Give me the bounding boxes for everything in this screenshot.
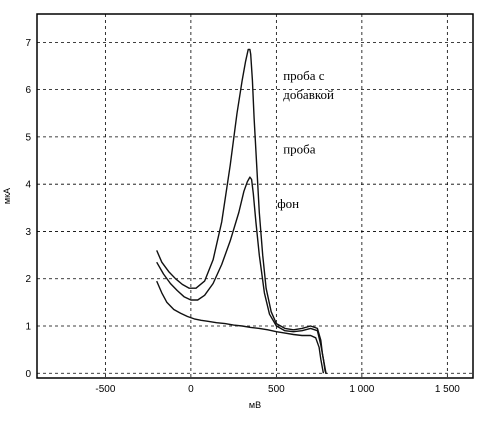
x-tick-label: 0 (188, 384, 194, 395)
y-tick-label: 3 (25, 227, 31, 238)
y-tick-label: 0 (25, 369, 31, 380)
series-line-2 (156, 176, 327, 374)
annotation-4: фон (277, 196, 299, 211)
y-tick-label: 2 (25, 274, 31, 285)
x-tick-label: -500 (95, 384, 115, 395)
y-tick-label: 4 (25, 180, 31, 191)
grid (37, 14, 473, 378)
series-line-1 (156, 48, 327, 374)
annotation-3: проба (283, 141, 316, 156)
x-axis: -500 0 500 1 000 1 500 (95, 384, 460, 395)
series-line-3 (156, 280, 325, 374)
y-tick-label: 5 (25, 132, 31, 143)
y-axis-label: мкА (2, 188, 12, 204)
annotation-1: проба с (283, 68, 325, 83)
annotations: проба с добавкой проба фон (277, 68, 334, 211)
plot-area (36, 13, 474, 379)
x-tick-label: 1 500 (435, 384, 460, 395)
y-tick-label: 6 (25, 85, 31, 96)
x-tick-label: 1 000 (349, 384, 374, 395)
y-tick-label: 1 (25, 322, 31, 333)
y-axis: 0 1 2 3 4 5 6 7 (25, 38, 31, 380)
x-axis-label: мВ (249, 400, 261, 410)
y-tick-label: 7 (25, 38, 31, 49)
x-tick-label: 500 (268, 384, 285, 395)
annotation-2: добавкой (283, 87, 334, 102)
series-group (156, 48, 327, 374)
